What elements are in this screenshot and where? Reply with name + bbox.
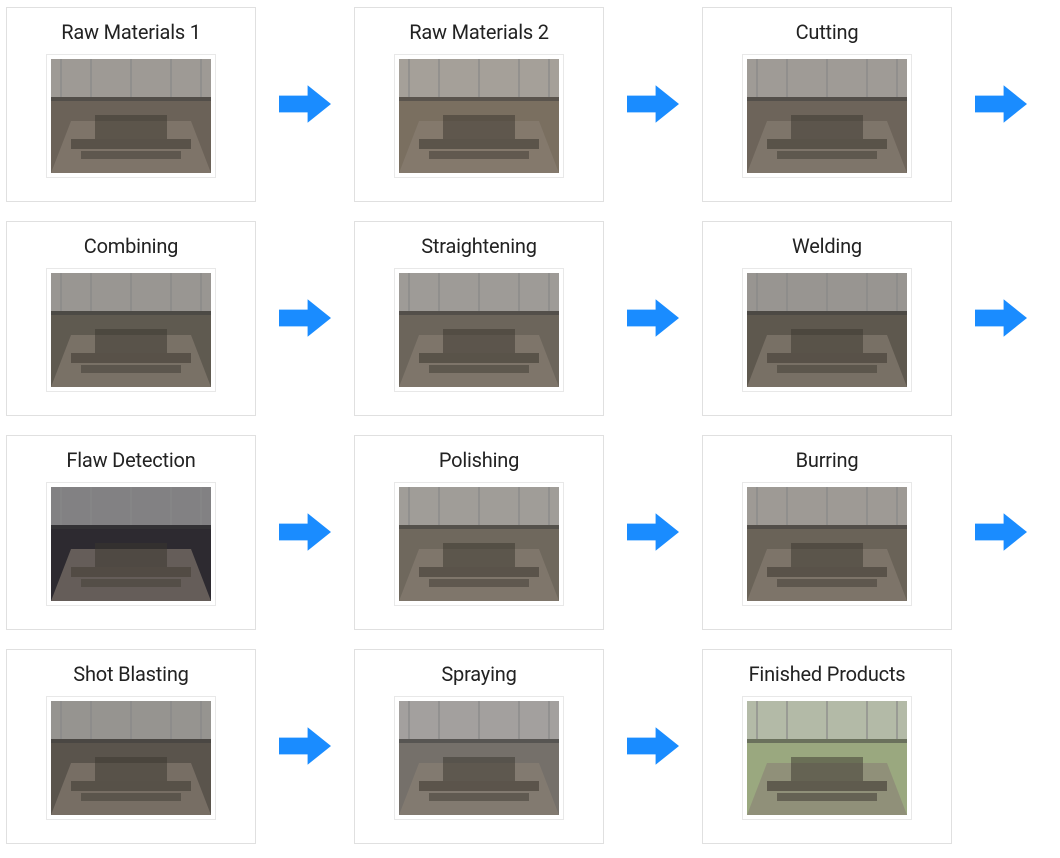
- step-card-welding: Welding: [702, 221, 952, 416]
- step-image-shot-blasting: [46, 696, 216, 820]
- step-image-spraying: [394, 696, 564, 820]
- step-title-raw-materials-2: Raw Materials 2: [409, 20, 549, 44]
- arrow-right-icon: [279, 724, 331, 768]
- step-title-straightening: Straightening: [421, 234, 537, 258]
- step-image-burring: [742, 482, 912, 606]
- step-image-welding: [742, 268, 912, 392]
- arrow-right-icon: [279, 510, 331, 554]
- arrow-after-polishing: [618, 435, 688, 630]
- arrow-right-icon: [975, 82, 1027, 126]
- step-image-flaw-detection: [46, 482, 216, 606]
- step-title-burring: Burring: [796, 448, 859, 472]
- step-image-straightening: [394, 268, 564, 392]
- step-title-raw-materials-1: Raw Materials 1: [61, 20, 201, 44]
- step-title-combining: Combining: [84, 234, 178, 258]
- process-flow-grid: Raw Materials 1 Raw Materials 2 Cutting: [0, 0, 1060, 850]
- arrow-right-icon: [279, 82, 331, 126]
- step-image-finished-products: [742, 696, 912, 820]
- step-card-burring: Burring: [702, 435, 952, 630]
- step-title-shot-blasting: Shot Blasting: [73, 662, 188, 686]
- step-card-shot-blasting: Shot Blasting: [6, 649, 256, 844]
- step-card-raw-materials-1: Raw Materials 1: [6, 7, 256, 202]
- step-title-flaw-detection: Flaw Detection: [66, 448, 195, 472]
- arrow-after-straightening: [618, 221, 688, 416]
- arrow-right-icon: [627, 724, 679, 768]
- step-card-raw-materials-2: Raw Materials 2: [354, 7, 604, 202]
- arrow-right-icon: [975, 510, 1027, 554]
- arrow-right-icon: [627, 82, 679, 126]
- arrow-after-combining: [270, 221, 340, 416]
- step-title-cutting: Cutting: [796, 20, 859, 44]
- arrow-after-flaw-detection: [270, 435, 340, 630]
- step-card-spraying: Spraying: [354, 649, 604, 844]
- arrow-after-spraying: [618, 649, 688, 844]
- step-image-combining: [46, 268, 216, 392]
- step-card-flaw-detection: Flaw Detection: [6, 435, 256, 630]
- step-title-spraying: Spraying: [441, 662, 516, 686]
- arrow-right-icon: [627, 296, 679, 340]
- step-card-finished-products: Finished Products: [702, 649, 952, 844]
- arrow-after-raw-materials-1: [270, 7, 340, 202]
- step-card-straightening: Straightening: [354, 221, 604, 416]
- arrow-after-welding: [966, 221, 1036, 416]
- arrow-right-icon: [975, 296, 1027, 340]
- arrow-after-raw-materials-2: [618, 7, 688, 202]
- step-card-cutting: Cutting: [702, 7, 952, 202]
- step-title-polishing: Polishing: [439, 448, 519, 472]
- step-title-finished-products: Finished Products: [749, 662, 906, 686]
- step-title-welding: Welding: [792, 234, 862, 258]
- step-image-cutting: [742, 54, 912, 178]
- arrow-after-shot-blasting: [270, 649, 340, 844]
- arrow-right-icon: [279, 296, 331, 340]
- step-card-combining: Combining: [6, 221, 256, 416]
- step-image-polishing: [394, 482, 564, 606]
- step-card-polishing: Polishing: [354, 435, 604, 630]
- arrow-right-icon: [627, 510, 679, 554]
- arrow-after-burring: [966, 435, 1036, 630]
- step-image-raw-materials-1: [46, 54, 216, 178]
- step-image-raw-materials-2: [394, 54, 564, 178]
- arrow-after-cutting: [966, 7, 1036, 202]
